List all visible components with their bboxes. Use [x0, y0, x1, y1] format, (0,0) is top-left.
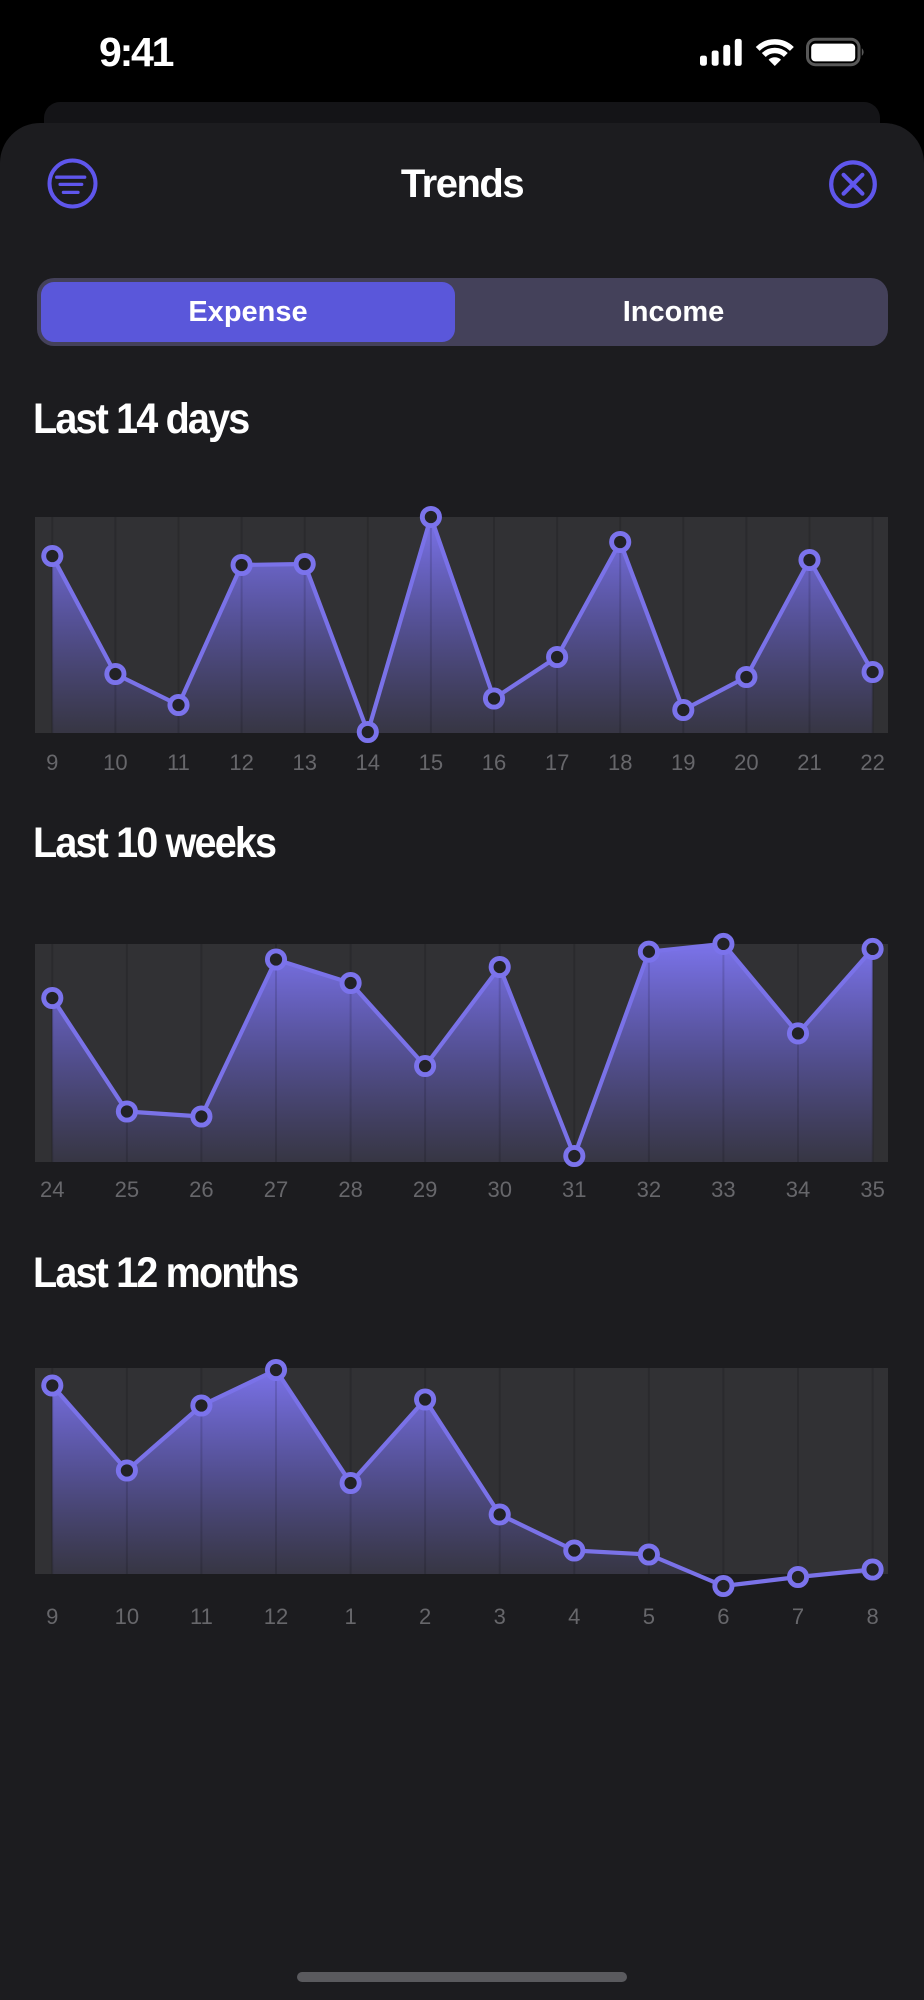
svg-text:4: 4 — [568, 1604, 580, 1629]
svg-text:28: 28 — [338, 1177, 362, 1202]
svg-text:34: 34 — [786, 1177, 810, 1202]
svg-text:19: 19 — [671, 750, 695, 775]
svg-text:15: 15 — [419, 750, 443, 775]
svg-text:5: 5 — [643, 1604, 655, 1629]
svg-text:31: 31 — [562, 1177, 586, 1202]
svg-text:8: 8 — [866, 1604, 878, 1629]
svg-text:11: 11 — [190, 1604, 213, 1629]
svg-text:35: 35 — [860, 1177, 884, 1202]
svg-text:27: 27 — [264, 1177, 288, 1202]
svg-text:12: 12 — [264, 1604, 288, 1629]
svg-text:12: 12 — [229, 750, 253, 775]
svg-text:22: 22 — [860, 750, 884, 775]
svg-text:10: 10 — [115, 1604, 139, 1629]
svg-text:2: 2 — [419, 1604, 431, 1629]
svg-text:3: 3 — [494, 1604, 506, 1629]
svg-text:13: 13 — [292, 750, 316, 775]
svg-text:21: 21 — [797, 750, 821, 775]
svg-text:11: 11 — [167, 750, 190, 775]
svg-text:7: 7 — [792, 1604, 804, 1629]
svg-text:33: 33 — [711, 1177, 735, 1202]
svg-text:17: 17 — [545, 750, 569, 775]
svg-text:24: 24 — [40, 1177, 64, 1202]
svg-text:26: 26 — [189, 1177, 213, 1202]
svg-text:9: 9 — [46, 750, 58, 775]
svg-text:14: 14 — [356, 750, 380, 775]
svg-text:18: 18 — [608, 750, 632, 775]
svg-text:9: 9 — [46, 1604, 58, 1629]
svg-text:10: 10 — [103, 750, 127, 775]
svg-text:32: 32 — [637, 1177, 661, 1202]
svg-text:30: 30 — [487, 1177, 511, 1202]
svg-text:1: 1 — [344, 1604, 356, 1629]
svg-text:6: 6 — [717, 1604, 729, 1629]
svg-text:25: 25 — [115, 1177, 139, 1202]
svg-text:16: 16 — [482, 750, 506, 775]
svg-text:29: 29 — [413, 1177, 437, 1202]
svg-text:20: 20 — [734, 750, 758, 775]
